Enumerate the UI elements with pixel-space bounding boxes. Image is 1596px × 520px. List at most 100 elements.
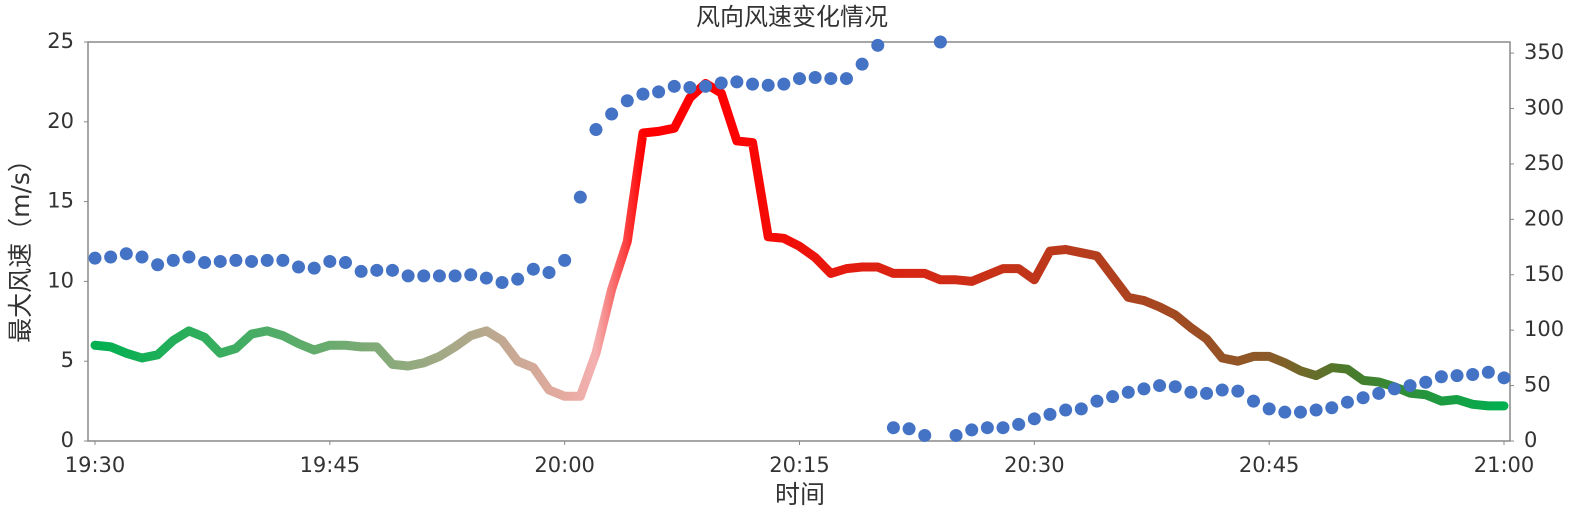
speed-line <box>90 78 1509 411</box>
direction-point <box>1419 375 1433 389</box>
direction-point <box>1168 380 1182 394</box>
direction-point <box>980 421 994 435</box>
direction-point <box>589 123 603 137</box>
direction-point <box>839 72 853 86</box>
direction-point <box>996 421 1010 435</box>
y-axis-label: 最大风速（m/s） <box>6 147 35 343</box>
y2-tick-label: 100 <box>1524 317 1564 341</box>
x-axis-label: 时间 <box>775 480 825 509</box>
x-tick-label: 20:45 <box>1239 453 1300 477</box>
direction-point <box>464 268 478 282</box>
direction-point <box>1309 403 1323 417</box>
direction-point <box>1231 384 1245 398</box>
direction-point <box>855 57 869 71</box>
direction-point <box>448 269 462 283</box>
direction-point <box>1466 368 1480 381</box>
direction-point <box>1340 395 1354 409</box>
direction-point <box>182 250 196 264</box>
direction-point <box>1403 379 1417 393</box>
x-tick-label: 19:30 <box>65 453 126 477</box>
direction-point <box>746 77 760 91</box>
direction-point <box>119 247 133 261</box>
direction-point <box>824 72 838 86</box>
direction-point <box>1434 370 1448 384</box>
direction-point <box>1293 405 1307 419</box>
direction-point <box>636 87 650 101</box>
direction-point <box>949 428 963 442</box>
direction-point <box>902 422 916 436</box>
y-tick-label: 20 <box>47 109 74 133</box>
direction-point <box>761 78 775 92</box>
direction-point <box>1481 365 1495 379</box>
direction-point <box>1153 379 1167 393</box>
direction-point <box>1200 386 1214 400</box>
direction-point <box>1372 386 1386 400</box>
direction-point <box>1247 394 1261 408</box>
direction-point <box>198 256 212 270</box>
direction-point <box>213 254 227 268</box>
direction-point <box>245 254 259 268</box>
y2-tick-label: 300 <box>1524 96 1564 120</box>
direction-point <box>1262 402 1276 416</box>
direction-point <box>229 253 243 267</box>
direction-point <box>683 80 697 94</box>
direction-point <box>1356 391 1370 405</box>
y-tick-label: 25 <box>47 29 74 53</box>
direction-point <box>88 251 102 265</box>
direction-point <box>1137 382 1151 396</box>
direction-point <box>417 269 431 283</box>
direction-point <box>307 261 321 275</box>
direction-point <box>432 269 446 283</box>
direction-point <box>151 258 165 272</box>
direction-point <box>323 254 337 268</box>
direction-point <box>777 77 791 91</box>
direction-point <box>965 423 979 437</box>
direction-point <box>401 269 415 283</box>
direction-point <box>1059 403 1073 417</box>
direction-point <box>886 421 900 435</box>
direction-point <box>652 85 666 99</box>
direction-point <box>385 263 399 277</box>
x-tick-label: 20:00 <box>534 453 595 477</box>
direction-point <box>1215 383 1229 397</box>
direction-point <box>479 271 493 285</box>
direction-point <box>699 79 713 93</box>
direction-point <box>511 272 525 286</box>
direction-point <box>260 253 274 267</box>
direction-point <box>104 250 118 264</box>
x-tick-label: 20:30 <box>1004 453 1065 477</box>
y-tick-label: 0 <box>61 428 74 452</box>
y2-tick-label: 50 <box>1524 373 1551 397</box>
direction-point <box>1106 390 1120 404</box>
direction-point <box>1012 417 1026 431</box>
y2-tick-label: 350 <box>1524 40 1564 64</box>
direction-point <box>558 253 572 267</box>
direction-point <box>495 276 509 290</box>
direction-point <box>526 262 540 276</box>
direction-point <box>871 38 885 52</box>
direction-point <box>1074 402 1088 416</box>
direction-point <box>1027 412 1041 426</box>
direction-point <box>1325 401 1339 415</box>
direction-point <box>354 264 368 278</box>
direction-point <box>714 76 728 90</box>
x-tick-label: 21:00 <box>1474 453 1535 477</box>
direction-point <box>793 72 806 86</box>
direction-point <box>933 35 947 49</box>
direction-point <box>573 190 587 204</box>
direction-point <box>276 253 290 267</box>
direction-point <box>1090 394 1104 408</box>
y2-tick-label: 200 <box>1524 206 1564 230</box>
direction-point <box>620 94 634 108</box>
y2-tick-label: 250 <box>1524 151 1564 175</box>
direction-point <box>338 256 352 270</box>
x-tick-label: 19:45 <box>300 453 361 477</box>
x-tick-label: 20:15 <box>769 453 830 477</box>
y-tick-label: 15 <box>47 189 74 213</box>
direction-point <box>166 253 180 267</box>
direction-point <box>1278 405 1292 419</box>
direction-point <box>370 263 384 277</box>
direction-point <box>135 250 149 264</box>
y2-tick-label: 0 <box>1524 428 1537 452</box>
